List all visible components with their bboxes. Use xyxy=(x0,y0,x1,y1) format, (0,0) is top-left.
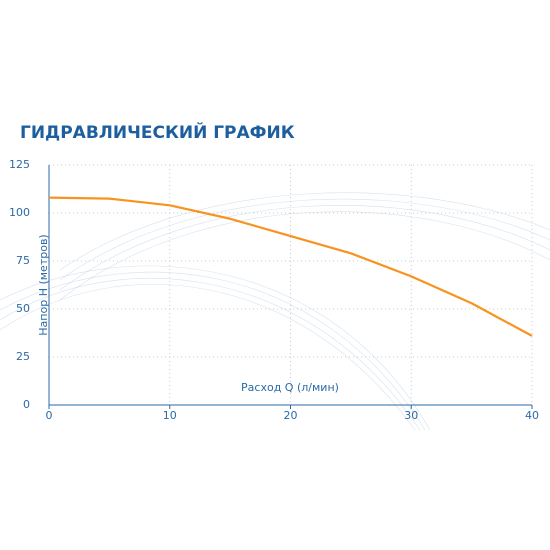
chart-title: ГИДРАВЛИЧЕСКИЙ ГРАФИК xyxy=(20,121,295,143)
y-tick-label: 75 xyxy=(16,254,30,267)
x-tick-label: 30 xyxy=(404,409,418,422)
x-tick-label: 20 xyxy=(284,409,298,422)
x-tick-label: 0 xyxy=(46,409,53,422)
decoration xyxy=(0,192,550,431)
x-tick-label: 10 xyxy=(163,409,177,422)
y-axis-label: Напор Н (метров) xyxy=(37,234,50,335)
x-axis-label: Расход Q (л/мин) xyxy=(241,381,339,394)
y-tick-label: 0 xyxy=(23,398,30,411)
x-tick-label: 40 xyxy=(525,409,539,422)
data-line xyxy=(48,196,533,337)
y-tick-label: 100 xyxy=(9,206,30,219)
y-tick-label: 25 xyxy=(16,350,30,363)
y-tick-label: 125 xyxy=(9,158,30,171)
y-tick-label: 50 xyxy=(16,302,30,315)
